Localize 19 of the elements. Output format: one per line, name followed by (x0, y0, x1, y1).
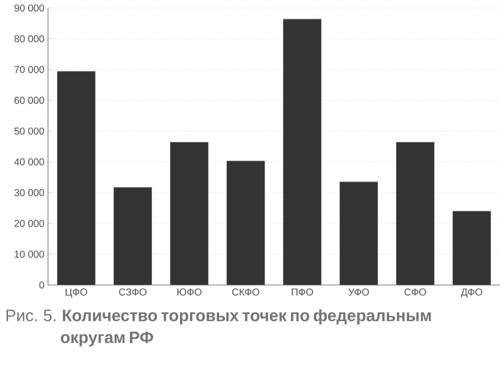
x-tick-label: ПФО (292, 288, 314, 296)
y-tick-label: 40 000 (14, 158, 44, 166)
x-tick-label: УФО (348, 288, 369, 296)
x-tick-label: ЮФО (177, 288, 202, 296)
y-tick-label: 10 000 (14, 250, 44, 258)
text: Рис. 5. Количество торговых точек по федеральным округам РФ (6, 309, 431, 346)
y-tick-label: 20 000 (14, 220, 44, 227)
y-tick-label: 0 (39, 281, 44, 289)
x-tick-label: СЗФО (119, 288, 146, 296)
x-tick-label: ДФО (460, 288, 482, 298)
y-tick-label: 70 000 (14, 66, 44, 74)
y-tick-label: 50 000 (14, 128, 44, 135)
x-tick-label: СФО (404, 288, 426, 296)
y-tick-label: 60 000 (14, 96, 44, 104)
y-tick-label: 80 000 (14, 35, 44, 42)
y-tick-label: 90 000 (14, 4, 44, 12)
x-tick-label: ЦФО (66, 288, 88, 298)
x-tick-label: СКФО (232, 288, 260, 296)
y-tick-label: 30 000 (14, 189, 44, 196)
